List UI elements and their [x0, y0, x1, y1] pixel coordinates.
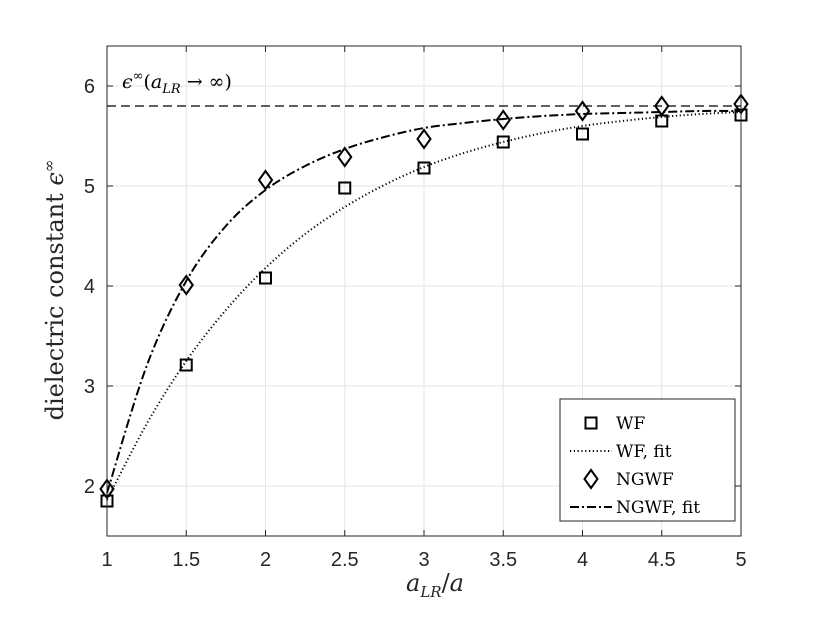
x-tick-label: 1.5 — [172, 549, 200, 571]
x-tick-label: 4.5 — [648, 549, 676, 571]
reference-line-label: ϵ∞(aLR → ∞) — [122, 69, 232, 97]
marker-wf — [576, 127, 589, 141]
y-tick-label: 2 — [84, 476, 95, 498]
x-axis-label: aLR/a — [406, 569, 464, 601]
y-tick-label: 5 — [84, 176, 95, 198]
marker-wf — [417, 161, 431, 175]
series-line-ngwf-fit — [106, 109, 742, 494]
marker-ngwf — [257, 169, 274, 191]
marker-ngwf — [337, 146, 353, 168]
axis-ticks: 1 1.5 2 2.5 3 3.5 4 4.5 5 2 3 4 5 6 — [84, 46, 747, 571]
legend-item: WF — [584, 414, 645, 434]
marker-wf — [338, 181, 352, 195]
x-tick-label: 2 — [260, 549, 271, 571]
legend-label: NGWF, fit — [616, 498, 700, 518]
legend-item: NGWF, fit — [570, 498, 700, 518]
legend-item: WF, fit — [570, 442, 672, 462]
x-tick-label: 1 — [101, 549, 112, 571]
marker-ngwf — [178, 274, 194, 296]
marker-wf — [496, 135, 510, 149]
marker-ngwf — [495, 109, 511, 131]
legend: WF WF, fit NGWF NGWF, fit — [559, 398, 736, 522]
x-tick-label: 2.5 — [331, 549, 359, 571]
legend-label: NGWF — [616, 470, 674, 490]
legend-marker-swatch — [584, 416, 598, 430]
marker-wf — [259, 271, 272, 285]
y-tick-label: 6 — [84, 76, 95, 98]
y-tick-label: 3 — [84, 376, 95, 398]
marker-ngwf — [574, 100, 591, 122]
y-axis-label: dielectric constant ϵ∞ — [40, 160, 69, 421]
x-tick-label: 3.5 — [489, 549, 517, 571]
x-tick-label: 3 — [418, 549, 429, 571]
marker-wf — [179, 358, 193, 372]
legend-marker-swatch — [583, 468, 599, 490]
legend-label: WF, fit — [616, 442, 672, 462]
legend-label: WF — [616, 414, 645, 434]
legend-item: NGWF — [583, 468, 674, 490]
x-tick-label: 5 — [735, 549, 746, 571]
fit-curves — [106, 109, 742, 501]
x-tick-label: 4 — [577, 549, 588, 571]
legend-box — [559, 398, 736, 522]
marker-ngwf — [654, 95, 670, 117]
marker-ngwf — [416, 128, 432, 150]
y-tick-label: 4 — [84, 276, 95, 298]
